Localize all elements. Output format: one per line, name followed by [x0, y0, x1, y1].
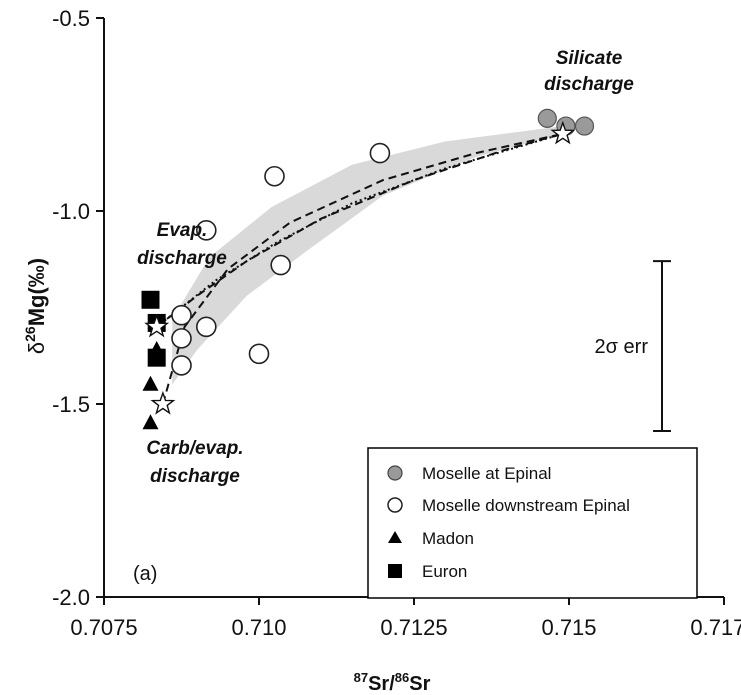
y-tick-label: -0.5: [52, 6, 90, 31]
y-axis-title-main: Mg(‰): [24, 258, 49, 326]
y-tick-label: -2.0: [52, 585, 90, 610]
point-moselle-downstream-epinal: [270, 254, 292, 276]
legend-marker-madon: [388, 531, 402, 543]
mixing-curve-layer: [156, 132, 564, 405]
annotation-carb-line1: Carb/evap.: [146, 438, 243, 459]
x-axis-title-sup2: 86: [395, 670, 409, 685]
annotation-silicate-line1: Silicate: [556, 48, 623, 69]
y-axis-title-prefix: δ: [24, 342, 49, 354]
y-axis-title: δ26Mg(‰): [22, 258, 49, 354]
x-tick-label: 0.7075: [70, 615, 137, 640]
point-moselle-at-epinal: [537, 108, 557, 128]
legend-marker-moselle-epinal: [387, 465, 403, 481]
legend-marker-euron: [388, 564, 402, 578]
end-member-star-evap-discharge: [144, 313, 170, 338]
point-moselle-downstream-epinal: [171, 328, 192, 349]
legend-label-moselle-epinal: Moselle at Epinal: [422, 464, 551, 483]
point-moselle-downstream-epinal: [248, 343, 270, 365]
y-axis-title-sup: 26: [22, 326, 38, 342]
legend-box: [367, 447, 698, 599]
legend: Moselle at Epinal Moselle downstream Epi…: [367, 447, 698, 599]
end-member-star-silicate-discharge: [550, 120, 576, 145]
legend-marker-moselle-downstream: [387, 497, 403, 513]
point-moselle-downstream-epinal: [264, 165, 285, 187]
point-moselle-at-epinal: [574, 116, 595, 136]
x-tick-label: 0.715: [541, 615, 596, 640]
point-madon: [142, 375, 159, 391]
y-tick-label: -1.5: [52, 392, 90, 417]
x-axis-title-main1: Sr/: [368, 673, 395, 695]
point-moselle-downstream-epinal: [196, 316, 217, 338]
x-axis-title-sup1: 87: [354, 670, 368, 685]
point-moselle-downstream-epinal: [171, 304, 192, 326]
point-madon: [142, 414, 159, 430]
annotation-silicate-line2: discharge: [544, 74, 634, 95]
legend-label-moselle-downstream: Moselle downstream Epinal: [422, 496, 630, 515]
end-member-star-carb-evap-discharge: [150, 390, 176, 415]
mixing-band-layer: [172, 126, 563, 385]
error-bar-label: 2σ err: [595, 336, 649, 358]
x-axis-title-main2: Sr: [409, 673, 430, 695]
point-moselle-downstream-epinal: [196, 220, 217, 241]
end-member-layer: [144, 120, 576, 415]
point-euron: [147, 348, 166, 367]
annotation-evap-line1: Evap.: [157, 220, 208, 241]
x-tick-label: 0.710: [231, 615, 286, 640]
x-tick-label: 0.7125: [380, 615, 447, 640]
annotation-carb-line2: discharge: [150, 466, 240, 487]
point-moselle-downstream-epinal: [369, 142, 391, 164]
point-euron: [141, 290, 160, 309]
annotation-evap-line2: discharge: [137, 248, 227, 269]
legend-label-euron: Euron: [422, 562, 467, 581]
mixing-band: [172, 126, 563, 385]
x-axis-title: 87Sr/86Sr: [354, 670, 431, 695]
mixing-curve-3: [156, 132, 564, 328]
point-moselle-downstream-epinal: [171, 355, 192, 376]
x-tick-label: 0.7175: [690, 615, 741, 640]
y-tick-label: -1.0: [52, 199, 90, 224]
axes-layer: -0.5 -1.0 -1.5 -2.0 0.7075 0.710 0.7125 0.715 0.…: [52, 6, 741, 640]
mixing-curve-1: [161, 132, 564, 405]
legend-label-madon: Madon: [422, 529, 474, 548]
panel-label: (a): [133, 563, 157, 585]
